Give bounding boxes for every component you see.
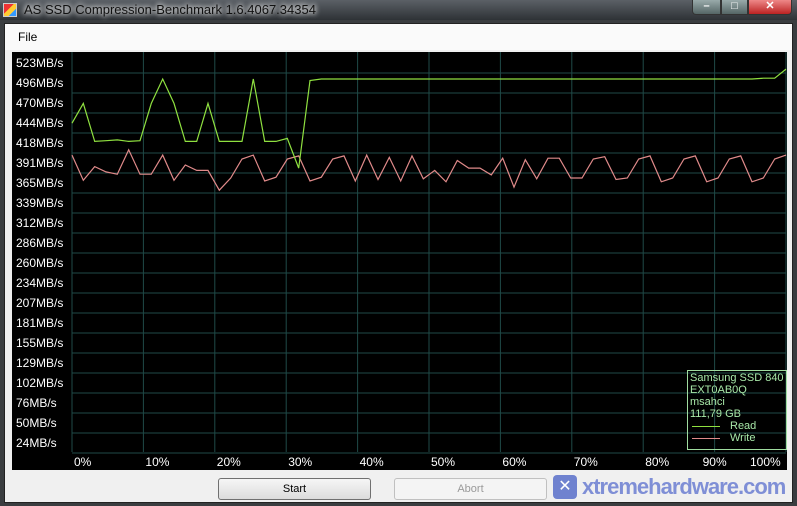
x-tick-label: 20% [217,455,241,469]
legend-read: Read [690,420,786,432]
y-tick-label: 76MB/s [16,396,57,410]
x-tick-label: 40% [360,455,384,469]
legend-driver: msahci [690,396,725,408]
y-tick-label: 418MB/s [16,136,63,150]
legend-firmware: EXT0AB0Q [690,384,747,396]
legend-drive: Samsung SSD 840 [690,372,784,384]
y-tick-label: 286MB/s [16,236,63,250]
x-tick-label: 90% [703,455,727,469]
start-button[interactable]: Start [218,478,371,500]
menu-file[interactable]: File [18,30,38,44]
series-line-read [71,68,787,169]
chart-svg: 523MB/s 496MB/s 470MB/s 444MB/s 418MB/s 391MB… [16,52,787,469]
watermark: xtremehardware.com [582,474,786,499]
y-tick-label: 312MB/s [16,216,63,230]
menu-bar: File [5,24,792,50]
x-tick-label: 60% [502,455,526,469]
y-tick-label: 181MB/s [16,316,63,330]
legend-size: 111,79 GB [690,408,741,420]
x-tick-label: 0% [74,455,92,469]
y-tick-label: 365MB/s [16,176,63,190]
abort-button[interactable]: Abort [394,478,547,500]
series-line-write [71,148,787,192]
watermark-logo: ✕ [553,475,577,499]
window-title: AS SSD Compression-Benchmark 1.6.4067.34… [24,2,316,17]
y-tick-label: 102MB/s [16,376,63,390]
legend-write-label: Write [730,432,756,444]
y-tick-label: 391MB/s [16,156,63,170]
y-tick-label: 207MB/s [16,296,63,310]
legend-read-label: Read [730,420,757,432]
close-button[interactable]: ✕ [748,0,792,15]
x-tick-label: 100% [750,455,781,469]
legend-write: Write [690,432,786,444]
title-bar: AS SSD Compression-Benchmark 1.6.4067.34… [0,0,797,20]
y-tick-label: 523MB/s [16,56,63,70]
benchmark-chart: 523MB/s 496MB/s 470MB/s 444MB/s 418MB/s 391MB… [12,52,787,470]
legend-write-swatch [692,438,720,439]
y-tick-label: 260MB/s [16,256,63,270]
maximize-button[interactable]: □ [721,0,748,15]
y-tick-label: 444MB/s [16,116,63,130]
legend-read-swatch [692,426,720,427]
y-tick-label: 496MB/s [16,76,63,90]
minimize-icon: – [703,0,710,12]
chart-legend: Samsung SSD 840 EXT0AB0Q msahci 111,79 G… [687,370,787,450]
x-tick-label: 30% [288,455,312,469]
x-tick-label: 80% [645,455,669,469]
y-tick-label: 234MB/s [16,276,63,290]
y-tick-label: 50MB/s [16,416,57,430]
y-tick-label: 24MB/s [16,436,57,450]
x-tick-label: 50% [431,455,455,469]
y-tick-label: 129MB/s [16,356,63,370]
minimize-button[interactable]: – [692,0,721,15]
y-tick-label: 470MB/s [16,96,63,110]
x-tick-label: 70% [574,455,598,469]
y-tick-label: 339MB/s [16,196,63,210]
app-icon[interactable] [3,3,17,17]
y-tick-label: 155MB/s [16,336,63,350]
close-icon: ✕ [765,0,775,12]
x-tick-label: 10% [145,455,169,469]
maximize-icon: □ [731,0,738,12]
